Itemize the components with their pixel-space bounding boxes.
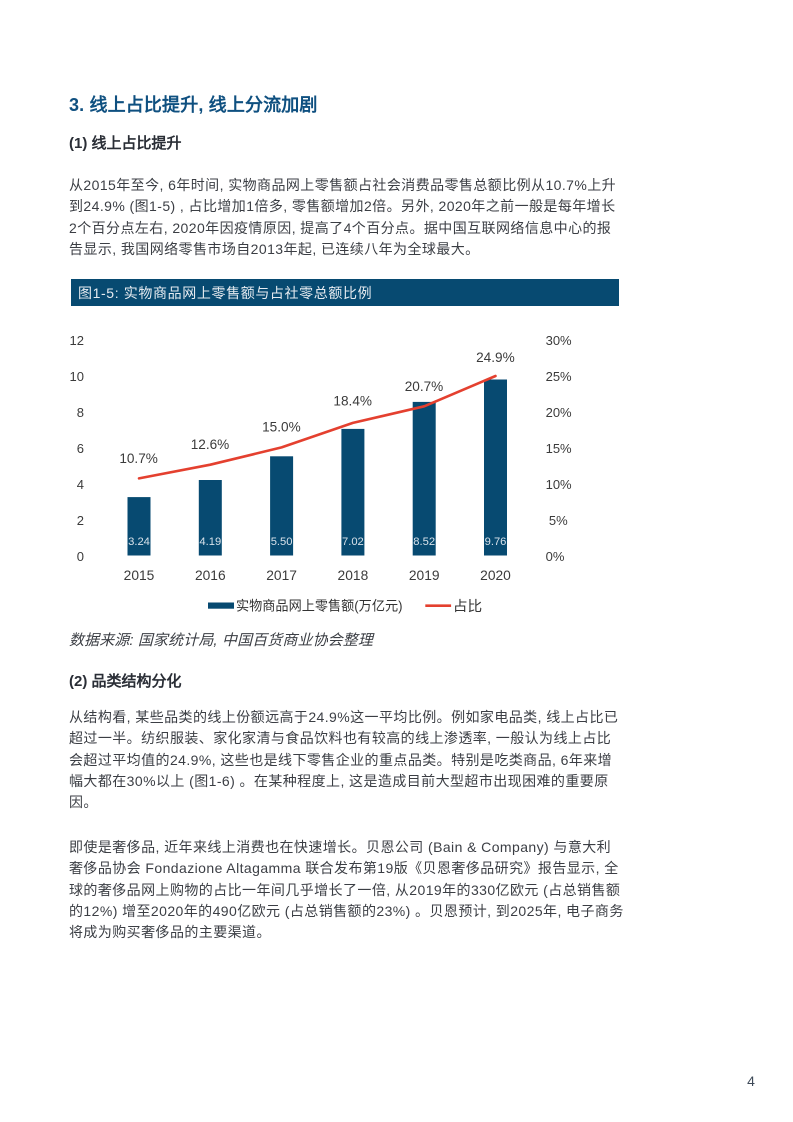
svg-text:4: 4 (77, 477, 84, 492)
svg-text:5%: 5% (549, 513, 568, 528)
svg-text:15%: 15% (546, 441, 572, 456)
svg-text:8.52: 8.52 (413, 536, 435, 548)
svg-text:12: 12 (70, 333, 84, 348)
svg-text:2018: 2018 (338, 568, 369, 583)
svg-text:2: 2 (77, 513, 84, 528)
svg-text:10.7%: 10.7% (119, 451, 158, 466)
svg-text:实物商品网上零售额(万亿元): 实物商品网上零售额(万亿元) (236, 599, 403, 614)
svg-text:2016: 2016 (195, 568, 226, 583)
svg-text:0: 0 (77, 549, 84, 564)
svg-text:4.19: 4.19 (199, 536, 221, 548)
svg-text:0%: 0% (546, 549, 565, 564)
svg-text:25%: 25% (546, 369, 572, 384)
svg-text:20.7%: 20.7% (405, 379, 444, 394)
svg-text:2015: 2015 (124, 568, 155, 583)
svg-text:24.9%: 24.9% (476, 350, 515, 365)
svg-text:18.4%: 18.4% (333, 394, 372, 409)
svg-text:7.02: 7.02 (342, 536, 364, 548)
svg-text:15.0%: 15.0% (262, 419, 301, 434)
svg-text:12.6%: 12.6% (191, 437, 230, 452)
svg-text:10: 10 (70, 369, 84, 384)
svg-text:20%: 20% (546, 405, 572, 420)
svg-text:9.76: 9.76 (485, 536, 507, 548)
svg-text:6: 6 (77, 441, 84, 456)
svg-text:10%: 10% (546, 477, 572, 492)
svg-text:5.50: 5.50 (271, 536, 293, 548)
svg-text:2017: 2017 (266, 568, 297, 583)
svg-text:2019: 2019 (409, 568, 440, 583)
svg-text:3.24: 3.24 (128, 536, 150, 548)
svg-text:2020: 2020 (480, 568, 511, 583)
svg-text:占比: 占比 (453, 598, 482, 614)
svg-text:30%: 30% (546, 333, 572, 348)
svg-text:8: 8 (77, 405, 84, 420)
